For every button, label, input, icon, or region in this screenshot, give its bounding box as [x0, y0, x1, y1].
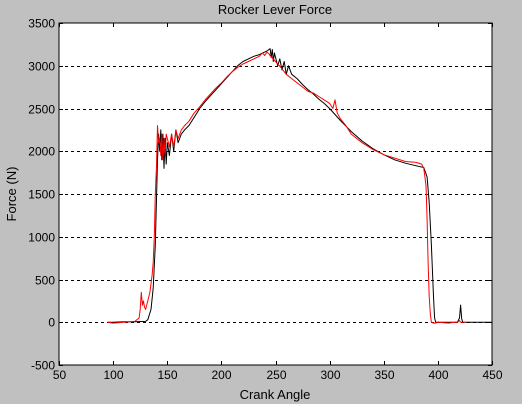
y-tick-label: -500 — [31, 359, 55, 373]
x-tick-label: 250 — [266, 368, 286, 382]
y-tick-label: 3500 — [28, 17, 55, 31]
y-axis-label: Force (N) — [4, 167, 19, 222]
y-tick-label: 2000 — [28, 145, 55, 159]
x-tick-label: 350 — [374, 368, 394, 382]
chart-title: Rocker Lever Force — [218, 2, 332, 17]
x-tick-label: 50 — [53, 368, 67, 382]
x-tick-label: 100 — [103, 368, 123, 382]
y-tick-label: 500 — [35, 274, 55, 288]
grid-lines — [59, 66, 492, 323]
y-tick-label: 3000 — [28, 60, 55, 74]
x-tick-label: 200 — [211, 368, 231, 382]
x-tick-label: 150 — [157, 368, 177, 382]
x-axis-label: Crank Angle — [240, 387, 311, 402]
x-tick-label: 450 — [482, 368, 502, 382]
x-tick-label: 300 — [320, 368, 340, 382]
axis-ticks: -500 0 500 1000 1500 2000 2500 3000 3500 50 100 150… — [28, 17, 503, 383]
y-tick-label: 1500 — [28, 188, 55, 202]
y-tick-label: 0 — [48, 316, 55, 330]
series-line-black — [107, 48, 492, 323]
series-line-red — [107, 51, 465, 324]
x-tick-label: 400 — [428, 368, 448, 382]
y-tick-label: 2500 — [28, 103, 55, 117]
series-layer — [107, 48, 492, 324]
y-tick-label: 1000 — [28, 231, 55, 245]
